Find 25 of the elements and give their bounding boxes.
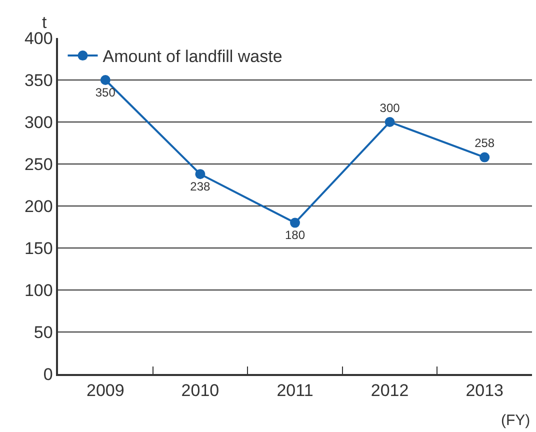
- point: [384, 117, 395, 127]
- x-tick-label: 2009: [86, 381, 124, 400]
- y-tick-label: 50: [34, 322, 53, 342]
- data-label: 258: [474, 136, 495, 150]
- x-tick-label: 2012: [370, 381, 409, 400]
- y-tick-label: 250: [24, 154, 53, 174]
- y-tick-label: 350: [24, 70, 53, 90]
- x-axis-title: (FY): [501, 412, 530, 429]
- y-tick-label: 300: [24, 112, 53, 132]
- point: [100, 75, 110, 85]
- data-label: 180: [284, 228, 306, 242]
- data-label: 238: [190, 179, 211, 194]
- point: [195, 169, 206, 180]
- data-label: 350: [95, 85, 116, 100]
- legend-label: Amount of landfill waste: [102, 47, 282, 66]
- x-tick-label: 2010: [181, 381, 220, 400]
- y-tick-label: 0: [43, 364, 53, 384]
- y-tick-label: 100: [24, 280, 53, 300]
- data-label: 300: [380, 100, 400, 115]
- x-tick-label: 2011: [276, 381, 314, 400]
- point: [480, 152, 490, 162]
- x-tick-label: 2013: [466, 381, 504, 400]
- y-tick-label: 200: [24, 196, 53, 216]
- y-tick-label: 150: [24, 238, 53, 258]
- point: [290, 218, 300, 228]
